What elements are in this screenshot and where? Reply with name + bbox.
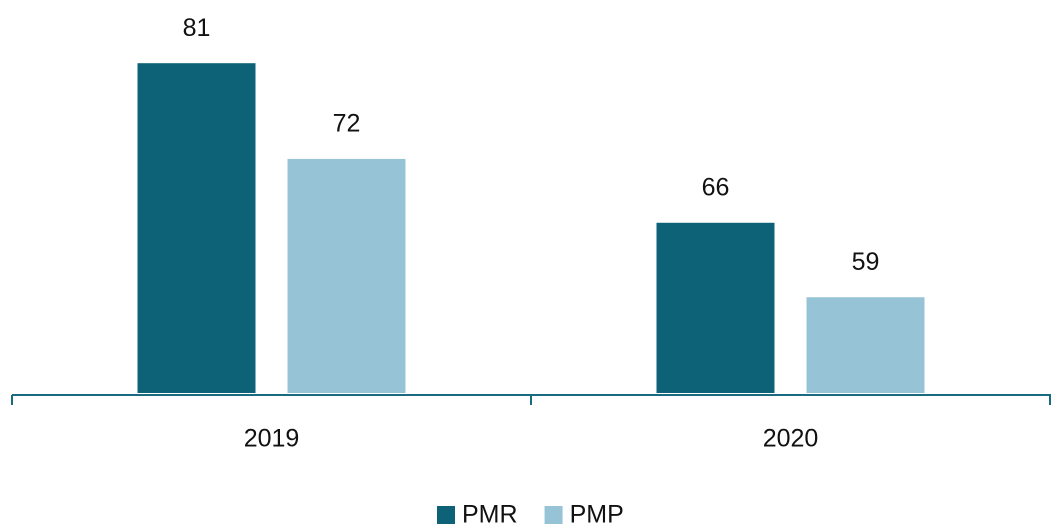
x-tick-label: 2019: [244, 425, 300, 453]
x-tick-label: 2020: [763, 425, 819, 453]
legend-label: PMR: [462, 501, 518, 529]
bar: [806, 297, 925, 393]
value-label: 66: [702, 173, 730, 201]
value-label: 81: [183, 14, 211, 42]
value-label: 72: [333, 110, 361, 138]
bar: [656, 222, 775, 393]
legend-swatch: [437, 506, 455, 524]
legend-label: PMP: [570, 501, 624, 529]
legend-swatch: [544, 506, 563, 524]
bar: [287, 158, 406, 393]
bar: [137, 63, 256, 393]
value-label: 59: [852, 248, 880, 276]
